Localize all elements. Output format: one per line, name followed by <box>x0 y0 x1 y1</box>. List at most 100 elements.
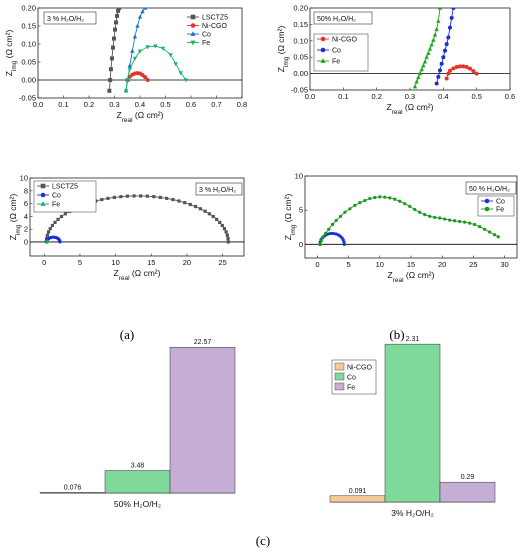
y-tick-label: -0.05 <box>19 94 36 103</box>
bar-value-label: 0.091 <box>349 488 367 495</box>
y-axis-label-text: Zimg (Ω cm²) <box>276 26 290 73</box>
y-tick-label: -0.05 <box>291 86 308 95</box>
x-tick-label: 10 <box>376 260 384 269</box>
panel-label-b: (b) <box>389 327 404 342</box>
x-tick-label: 20 <box>183 258 191 267</box>
data-point-LSCTZ5 <box>46 234 49 237</box>
annotation-text: 3 % H₂O/H₂ <box>199 187 236 194</box>
x-axis-label-text: Zreal (Ω cm²) <box>114 268 161 282</box>
y-tick-label: 0.15 <box>21 22 36 31</box>
y-tick-label: 0 <box>24 237 28 246</box>
data-point-Fe <box>431 38 435 42</box>
legend-label: Co <box>332 48 341 55</box>
data-point-Fe <box>403 202 406 205</box>
y-tick-label: 2 <box>24 225 28 234</box>
data-point-Fe <box>363 199 366 202</box>
data-point-Fe <box>488 230 491 233</box>
data-point-Co <box>438 68 442 72</box>
x-tick-label: 0.3 <box>109 100 119 109</box>
legend-swatch <box>335 383 344 390</box>
legend-marker <box>41 193 46 198</box>
legend-label: LSCTZ5 <box>202 15 228 22</box>
data-point-Co <box>130 49 134 53</box>
data-point-LSCTZ5 <box>171 198 174 201</box>
data-point-Co <box>446 36 450 40</box>
bar-Co <box>105 471 170 493</box>
data-point-LSCTZ5 <box>146 195 149 198</box>
data-point-Fe <box>493 233 496 236</box>
x-axis-label: Zreal (Ω cm²) <box>117 110 164 124</box>
data-point-LSCTZ5 <box>152 195 155 198</box>
legend-marker <box>485 207 490 212</box>
data-point-LSCTZ5 <box>218 221 221 224</box>
data-point-Ni-CGO <box>448 69 452 73</box>
data-point-Fe <box>327 228 330 231</box>
legend-label: Co <box>496 199 505 206</box>
legend-label: Co <box>347 375 356 382</box>
x-tick-label: 0.5 <box>160 100 170 109</box>
data-point-LSCTZ5 <box>225 230 228 233</box>
data-point-LSCTZ5 <box>47 230 50 233</box>
y-tick-label: 5 <box>299 206 303 215</box>
data-point-Fe <box>393 198 396 201</box>
legend-label: Fe <box>52 202 60 209</box>
x-tick-label: 0 <box>315 260 319 269</box>
legend-marker <box>321 37 326 42</box>
data-point-Fe <box>416 75 420 79</box>
x-tick-label: 0.4 <box>135 100 145 109</box>
data-point-Fe <box>398 200 401 203</box>
data-point-Fe <box>358 201 361 204</box>
data-point-Fe <box>434 27 438 31</box>
data-point-LSCTZ5 <box>113 28 117 32</box>
legend-label: Fe <box>496 207 504 214</box>
y-tick-label: 0.15 <box>293 20 308 29</box>
bar-value-label: 22.57 <box>194 339 212 346</box>
data-point-Fe <box>421 63 425 67</box>
data-point-LSCTZ5 <box>108 78 112 82</box>
data-point-LSCTZ5 <box>53 221 56 224</box>
data-point-Fe <box>339 215 342 218</box>
x-tick-label: 0.8 <box>237 100 247 109</box>
x-axis-label: Zreal (Ω cm²) <box>387 102 434 116</box>
y-tick-label: 6 <box>24 199 28 208</box>
data-point-LSCTZ5 <box>183 201 186 204</box>
data-point-Fe <box>478 225 481 228</box>
data-point-LSCTZ5 <box>165 197 168 200</box>
data-point-Fe <box>128 68 132 72</box>
data-point-Fe <box>414 79 418 83</box>
data-point-LSCTZ5 <box>203 210 206 213</box>
data-point-LSCTZ5 <box>111 46 115 50</box>
data-point-Co <box>436 75 440 79</box>
y-axis-label: Zimg (Ω cm²) <box>276 26 290 73</box>
data-point-Ni-CGO <box>471 69 475 73</box>
data-point-Fe <box>174 62 178 66</box>
data-point-LSCTZ5 <box>114 20 118 24</box>
data-point-Co <box>445 42 449 46</box>
annotation-text: 50% H₂O/H₂ <box>317 16 356 23</box>
legend-label: Co <box>202 32 211 39</box>
data-point-LSCTZ5 <box>221 224 224 227</box>
data-point-LSCTZ5 <box>115 14 119 18</box>
x-tick-label: 15 <box>147 258 155 267</box>
x-tick-label: 0.6 <box>186 100 196 109</box>
x-tick-label: 25 <box>218 258 226 267</box>
legend-label: Ni-CGO <box>347 365 372 372</box>
y-axis-label: Zimg (Ω cm²) <box>4 30 18 77</box>
legend-label: Co <box>52 193 61 200</box>
bar-Fe <box>170 347 235 493</box>
data-point-Co <box>58 240 61 243</box>
series-layer <box>413 6 479 89</box>
x-tick-label: 25 <box>469 260 477 269</box>
annotation-text: 3 % H₂O/H₂ <box>47 16 84 23</box>
legend-label: Ni-CGO <box>202 23 227 30</box>
data-point-Fe <box>436 19 440 23</box>
data-point-Fe <box>133 57 137 61</box>
data-point-Co <box>138 15 142 19</box>
